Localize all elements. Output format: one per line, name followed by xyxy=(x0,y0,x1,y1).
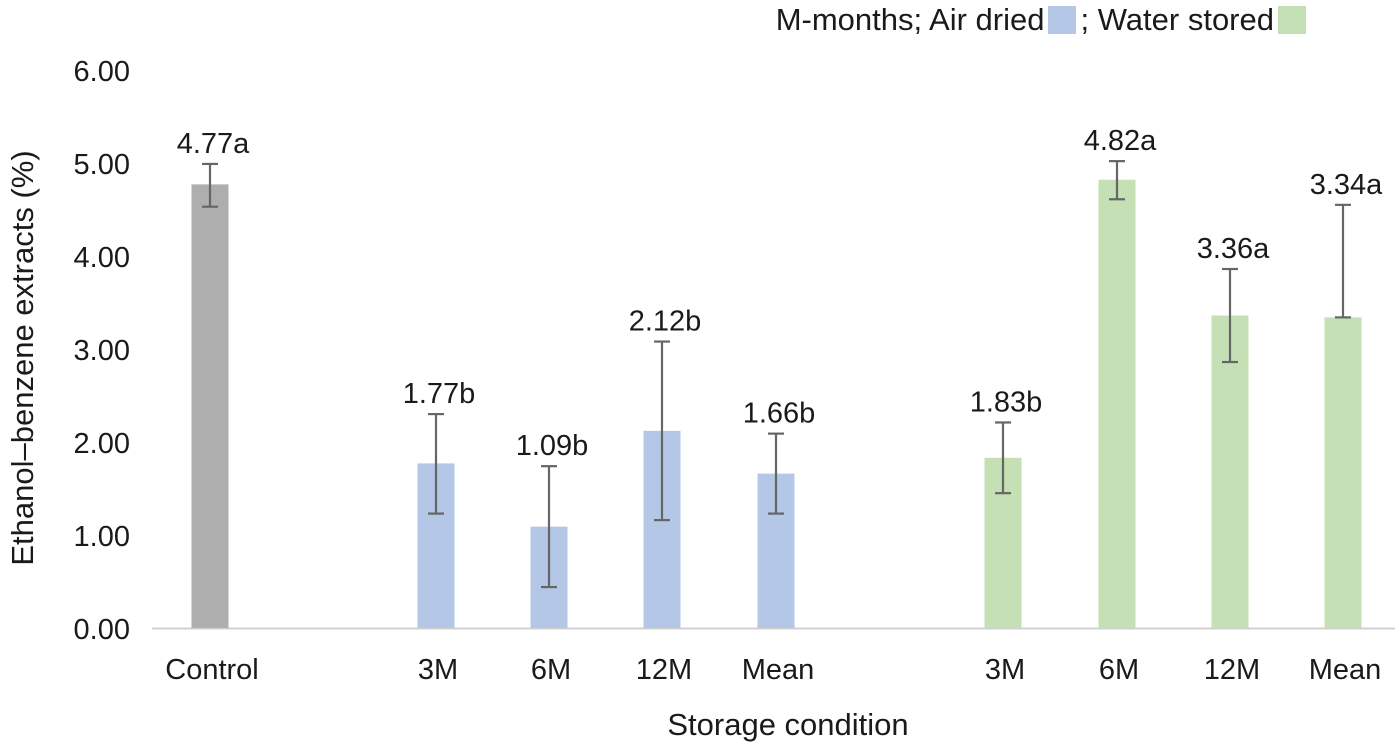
x-tick-label: Mean xyxy=(1309,654,1382,686)
x-tick-label: Mean xyxy=(742,654,815,686)
x-axis-title: Storage condition xyxy=(667,707,908,742)
bar-water-12m xyxy=(1211,315,1249,628)
x-axis-tick-labels: Control 3M 6M 12M Mean 3M 6M 12M Mean xyxy=(165,654,1381,686)
x-tick-label: 6M xyxy=(1099,654,1139,686)
y-axis-title: Ethanol–benzene extracts (%) xyxy=(5,150,40,565)
bar-water-6m xyxy=(1098,179,1136,629)
value-label: 4.82a xyxy=(1084,125,1157,157)
value-label: 1.83b xyxy=(970,386,1043,418)
y-tick-label: 3.00 xyxy=(74,335,130,367)
x-tick-label: 12M xyxy=(636,654,692,686)
x-tick-label: Control xyxy=(165,654,259,686)
y-tick-label: 2.00 xyxy=(74,428,130,460)
y-axis-tick-labels: 0.00 1.00 2.00 3.00 4.00 5.00 6.00 xyxy=(74,56,130,646)
x-tick-label: 3M xyxy=(418,654,458,686)
value-label: 1.66b xyxy=(743,398,816,430)
legend-prefix: M-months; Air dried xyxy=(775,2,1045,37)
bar-control-control xyxy=(191,184,229,628)
y-tick-label: 0.00 xyxy=(74,614,130,646)
value-label: 3.36a xyxy=(1197,233,1270,265)
value-labels: 4.77a 1.77b 1.09b 2.12b 1.66b 1.83b 4.82a 3.36a… xyxy=(177,125,1383,462)
y-tick-label: 5.00 xyxy=(74,149,130,181)
x-tick-label: 12M xyxy=(1204,654,1260,686)
y-tick-label: 6.00 xyxy=(74,56,130,88)
value-label: 2.12b xyxy=(629,306,702,338)
value-label: 3.34a xyxy=(1310,169,1383,201)
value-label: 1.09b xyxy=(516,430,589,462)
legend-swatch-air-dried xyxy=(1048,6,1077,34)
bars xyxy=(191,179,1362,629)
x-tick-label: 3M xyxy=(985,654,1025,686)
bar-water-mean xyxy=(1324,317,1362,628)
y-tick-label: 4.00 xyxy=(74,242,130,274)
legend-water-label: ; Water stored xyxy=(1080,2,1274,37)
legend: M-months; Air dried ; Water stored xyxy=(776,0,1310,40)
value-label: 1.77b xyxy=(403,378,476,410)
value-label: 4.77a xyxy=(177,128,250,160)
x-tick-label: 6M xyxy=(531,654,571,686)
y-tick-label: 1.00 xyxy=(74,521,130,553)
error-bars xyxy=(202,160,1351,589)
legend-swatch-water-stored xyxy=(1278,6,1306,34)
